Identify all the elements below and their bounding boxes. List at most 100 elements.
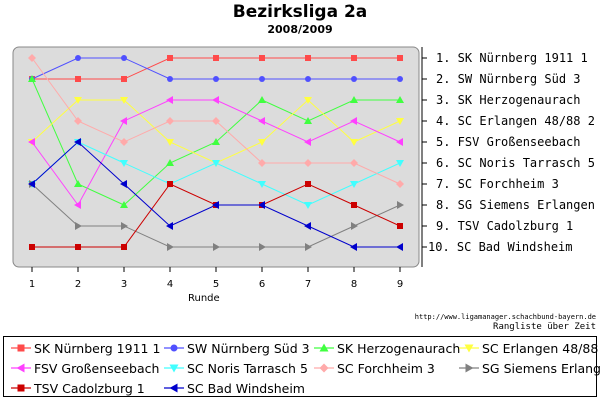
data-point <box>166 222 173 230</box>
data-point <box>397 55 403 61</box>
legend-item: SC Forchheim 3 <box>314 360 435 376</box>
data-point <box>166 117 174 125</box>
data-point <box>74 97 82 104</box>
chart-caption: Rangliste über Zeit <box>493 322 596 332</box>
legend-label: SK Nürnberg 1911 1 <box>34 340 161 356</box>
data-point <box>120 138 128 146</box>
legend-item: TSV Cadolzburg 1 <box>11 380 145 396</box>
data-point <box>351 222 358 230</box>
legend-swatch <box>459 344 479 353</box>
data-point <box>258 159 266 167</box>
data-point <box>258 181 266 188</box>
data-point <box>166 159 174 166</box>
data-point <box>350 117 357 125</box>
legend-item: FSV Großenseebach <box>11 360 159 376</box>
legend-label: SC Bad Windsheim <box>187 380 305 396</box>
data-point <box>166 139 174 146</box>
data-point <box>259 76 265 82</box>
data-point <box>305 55 311 61</box>
x-tick-label: 3 <box>121 279 127 290</box>
legend-label: FSV Großenseebach <box>34 360 160 376</box>
legend-label: SW Nürnberg Süd 3 <box>187 340 310 356</box>
rank-label: 2. SW Nürnberg Süd 3 <box>436 72 581 86</box>
x-axis-label: Runde <box>188 293 220 304</box>
x-tick-label: 4 <box>167 279 173 290</box>
data-point <box>350 139 358 146</box>
data-point <box>259 243 266 251</box>
rank-label: 8. SG Siemens Erlangen <box>436 198 595 212</box>
data-point <box>304 138 311 146</box>
data-point <box>75 55 81 61</box>
data-point <box>396 96 404 103</box>
legend-label: TSV Cadolzburg 1 <box>34 380 145 396</box>
data-point <box>350 159 358 167</box>
data-point <box>351 55 357 61</box>
data-point <box>396 180 404 188</box>
rank-label: 5. FSV Großenseebach <box>436 135 581 149</box>
legend-item: SK Herzogenaurach <box>314 340 460 356</box>
data-point <box>75 76 81 82</box>
data-point <box>167 181 173 187</box>
data-point <box>120 160 128 167</box>
data-point <box>120 97 128 104</box>
legend-swatch <box>11 344 31 352</box>
legend-item: SC Noris Tarrasch 5 <box>164 360 308 376</box>
legend-label: SC Noris Tarrasch 5 <box>187 360 308 376</box>
rank-axis <box>421 47 427 267</box>
legend-swatch <box>11 384 31 392</box>
data-point <box>74 117 82 125</box>
data-point <box>396 118 404 125</box>
legend-item: SW Nürnberg Süd 3 <box>164 340 310 356</box>
legend-label: SK Herzogenaurach <box>337 340 461 356</box>
rank-label: 10. SC Bad Windsheim <box>428 240 573 254</box>
legend-item: SC Bad Windsheim <box>164 380 305 396</box>
data-point <box>121 222 128 230</box>
legend-swatch <box>164 344 184 352</box>
data-point <box>212 201 219 209</box>
data-point <box>75 222 82 230</box>
data-point <box>28 180 35 188</box>
data-point <box>120 201 128 208</box>
rank-label: 4. SC Erlangen 48/88 2 <box>436 114 595 128</box>
x-tick-label: 9 <box>397 279 403 290</box>
data-point <box>167 55 173 61</box>
data-point <box>166 96 173 104</box>
data-point <box>121 55 127 61</box>
data-point <box>258 117 265 125</box>
x-tick-label: 1 <box>29 279 35 290</box>
legend-item: SC Erlangen 48/88 2 <box>459 340 600 356</box>
legend-item: SG Siemens Erlangen <box>459 360 600 376</box>
data-point <box>258 96 266 103</box>
data-point <box>397 223 403 229</box>
rank-label: 9. TSV Cadolzburg 1 <box>436 219 574 233</box>
x-tick-label: 6 <box>259 279 265 290</box>
data-point <box>396 138 403 146</box>
data-point <box>350 96 358 103</box>
chart-subtitle: 2008/2009 <box>267 23 333 36</box>
legend-swatch <box>11 363 31 373</box>
data-point <box>305 243 312 251</box>
data-point <box>351 202 357 208</box>
legend-label: SC Erlangen 48/88 2 <box>482 340 600 356</box>
data-point <box>28 75 36 82</box>
data-point <box>304 159 312 167</box>
series-markers <box>28 54 404 251</box>
data-point <box>305 76 311 82</box>
data-point <box>258 201 265 209</box>
data-point <box>396 243 403 251</box>
source-url[interactable]: http://www.ligamanager.schachbund-bayern… <box>414 313 596 321</box>
data-point <box>74 180 82 187</box>
data-point <box>121 244 127 250</box>
legend: SK Nürnberg 1911 1 SW Nürnberg Süd 3 SK He… <box>3 336 600 397</box>
legend-swatch <box>314 343 334 352</box>
data-point <box>28 138 35 146</box>
data-point <box>212 96 219 104</box>
data-point <box>167 76 173 82</box>
legend-label: SG Siemens Erlangen <box>482 360 600 376</box>
legend-label: SC Forchheim 3 <box>337 360 435 376</box>
data-point <box>258 139 266 146</box>
x-tick-label: 7 <box>305 279 311 290</box>
data-point <box>28 54 36 62</box>
data-point <box>29 244 35 250</box>
